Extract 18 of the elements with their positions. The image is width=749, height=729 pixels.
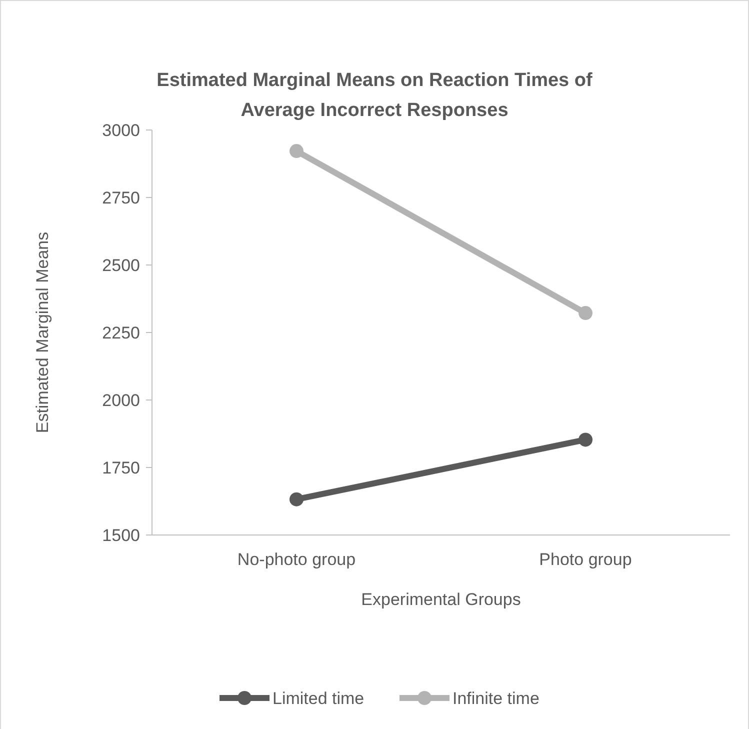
y-tick-label: 2500 (102, 256, 140, 275)
y-axis-title: Estimated Marginal Means (33, 232, 52, 434)
point (290, 492, 304, 506)
x-tick-label: No-photo group (237, 550, 356, 569)
y-tick-label: 2000 (102, 390, 140, 410)
x-axis-title: Experimental Groups (361, 590, 521, 609)
point (290, 144, 304, 158)
legend-label: Limited time (272, 688, 364, 708)
y-tick-label: 1500 (102, 526, 140, 545)
x-tick-label: Photo group (539, 550, 632, 569)
y-tick-label: 2250 (102, 323, 140, 342)
legend-label: Infinite time (452, 688, 540, 708)
y-tick-label: 1750 (102, 458, 140, 478)
y-tick-label: 3000 (102, 120, 140, 140)
y-tick-label: 2750 (102, 188, 140, 208)
point (578, 432, 592, 447)
point (578, 306, 592, 320)
chart-title: Estimated Marginal Means on Reaction Times of Average Incorrect Responses (156, 70, 594, 121)
